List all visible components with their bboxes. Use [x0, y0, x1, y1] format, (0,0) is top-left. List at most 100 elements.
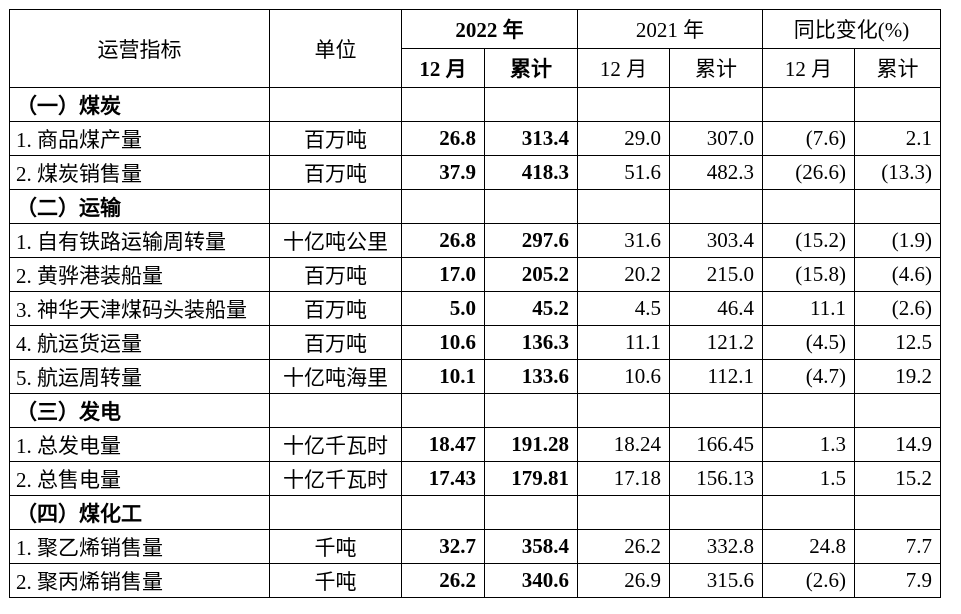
value-2022-month: 26.8 — [401, 223, 485, 258]
empty-cell — [577, 393, 670, 428]
indicator-name: 5. 航运周转量 — [9, 359, 270, 394]
empty-cell — [401, 87, 485, 122]
unit-cell: 百万吨 — [269, 291, 402, 326]
empty-cell — [401, 189, 485, 224]
value-2021-month: 10.6 — [577, 359, 670, 394]
section-title: （三）发电 — [9, 393, 270, 428]
empty-cell — [762, 189, 855, 224]
value-2021-cumulative: 166.45 — [669, 427, 763, 462]
value-2022-cumulative: 205.2 — [484, 257, 578, 292]
header-yoy-cumulative: 累计 — [854, 48, 941, 88]
empty-cell — [484, 495, 578, 530]
indicator-name: 1. 自有铁路运输周转量 — [9, 223, 270, 258]
empty-cell — [854, 393, 941, 428]
empty-cell — [401, 393, 485, 428]
yoy-cumulative: 15.2 — [854, 461, 941, 496]
section-row: （二）运输 — [9, 189, 941, 224]
table-row: 5. 航运周转量 十亿吨海里 10.1 133.6 10.6 112.1 (4.7) 19.2 — [9, 359, 941, 394]
empty-cell — [669, 87, 763, 122]
value-2022-cumulative: 313.4 — [484, 121, 578, 156]
empty-cell — [401, 495, 485, 530]
yoy-month: 11.1 — [762, 291, 855, 326]
value-2021-cumulative: 482.3 — [669, 155, 763, 190]
empty-cell — [269, 189, 402, 224]
value-2022-cumulative: 136.3 — [484, 325, 578, 360]
value-2021-cumulative: 121.2 — [669, 325, 763, 360]
value-2021-cumulative: 112.1 — [669, 359, 763, 394]
header-row-years: 运营指标 单位 2022 年 2021 年 同比变化(%) — [9, 9, 941, 88]
table-row: 2. 黄骅港装船量 百万吨 17.0 205.2 20.2 215.0 (15.8) (4.6… — [9, 257, 941, 292]
section-title: （一）煤炭 — [9, 87, 270, 122]
indicator-name: 1. 商品煤产量 — [9, 121, 270, 156]
unit-cell: 十亿吨公里 — [269, 223, 402, 258]
value-2022-month: 10.6 — [401, 325, 485, 360]
empty-cell — [484, 87, 578, 122]
value-2022-cumulative: 133.6 — [484, 359, 578, 394]
yoy-month: 1.3 — [762, 427, 855, 462]
indicator-name: 2. 总售电量 — [9, 461, 270, 496]
section-row: （一）煤炭 — [9, 87, 941, 122]
yoy-month: 24.8 — [762, 529, 855, 564]
empty-cell — [269, 495, 402, 530]
value-2021-cumulative: 332.8 — [669, 529, 763, 564]
indicator-name: 2. 聚丙烯销售量 — [9, 563, 270, 598]
value-2022-month: 37.9 — [401, 155, 485, 190]
indicator-name: 4. 航运货运量 — [9, 325, 270, 360]
header-2022-cumulative: 累计 — [484, 48, 578, 88]
unit-cell: 十亿千瓦时 — [269, 461, 402, 496]
value-2021-month: 18.24 — [577, 427, 670, 462]
yoy-cumulative: 2.1 — [854, 121, 941, 156]
header-yoy: 同比变化(%) — [762, 9, 941, 49]
value-2022-cumulative: 45.2 — [484, 291, 578, 326]
value-2021-cumulative: 315.6 — [669, 563, 763, 598]
empty-cell — [577, 495, 670, 530]
empty-cell — [669, 189, 763, 224]
value-2021-month: 26.9 — [577, 563, 670, 598]
empty-cell — [269, 393, 402, 428]
section-row: （四）煤化工 — [9, 495, 941, 530]
yoy-cumulative: (2.6) — [854, 291, 941, 326]
table-row: 1. 自有铁路运输周转量 十亿吨公里 26.8 297.6 31.6 303.4 (15.2… — [9, 223, 941, 258]
empty-cell — [854, 189, 941, 224]
header-yoy-month: 12 月 — [762, 48, 855, 88]
empty-cell — [269, 87, 402, 122]
table-row: 1. 聚乙烯销售量 千吨 32.7 358.4 26.2 332.8 24.8 7.7 — [9, 529, 941, 564]
yoy-month: 1.5 — [762, 461, 855, 496]
value-2021-cumulative: 156.13 — [669, 461, 763, 496]
value-2021-month: 51.6 — [577, 155, 670, 190]
empty-cell — [762, 87, 855, 122]
indicator-name: 1. 聚乙烯销售量 — [9, 529, 270, 564]
value-2022-cumulative: 297.6 — [484, 223, 578, 258]
value-2022-month: 10.1 — [401, 359, 485, 394]
empty-cell — [854, 495, 941, 530]
unit-cell: 千吨 — [269, 529, 402, 564]
value-2021-month: 20.2 — [577, 257, 670, 292]
value-2021-month: 26.2 — [577, 529, 670, 564]
unit-cell: 百万吨 — [269, 325, 402, 360]
yoy-cumulative: 14.9 — [854, 427, 941, 462]
table-row: 2. 煤炭销售量 百万吨 37.9 418.3 51.6 482.3 (26.6) (13.3… — [9, 155, 941, 190]
header-2021-month: 12 月 — [577, 48, 670, 88]
value-2022-month: 26.2 — [401, 563, 485, 598]
unit-cell: 十亿吨海里 — [269, 359, 402, 394]
header-year-2021: 2021 年 — [577, 9, 763, 49]
value-2021-cumulative: 303.4 — [669, 223, 763, 258]
yoy-month: (7.6) — [762, 121, 855, 156]
table-row: 2. 聚丙烯销售量 千吨 26.2 340.6 26.9 315.6 (2.6) 7.9 — [9, 563, 941, 598]
table-row: 1. 商品煤产量 百万吨 26.8 313.4 29.0 307.0 (7.6) 2.1 — [9, 121, 941, 156]
empty-cell — [577, 87, 670, 122]
yoy-cumulative: 19.2 — [854, 359, 941, 394]
unit-cell: 百万吨 — [269, 257, 402, 292]
empty-cell — [669, 495, 763, 530]
yoy-cumulative: 7.7 — [854, 529, 941, 564]
header-year-2022: 2022 年 — [401, 9, 578, 49]
value-2022-month: 17.0 — [401, 257, 485, 292]
indicator-name: 2. 煤炭销售量 — [9, 155, 270, 190]
operating-data-table: 运营指标 单位 2022 年 2021 年 同比变化(%) 12 月 累计 12… — [9, 9, 941, 598]
value-2022-month: 26.8 — [401, 121, 485, 156]
empty-cell — [762, 495, 855, 530]
unit-cell: 千吨 — [269, 563, 402, 598]
value-2022-cumulative: 358.4 — [484, 529, 578, 564]
empty-cell — [762, 393, 855, 428]
value-2021-month: 11.1 — [577, 325, 670, 360]
